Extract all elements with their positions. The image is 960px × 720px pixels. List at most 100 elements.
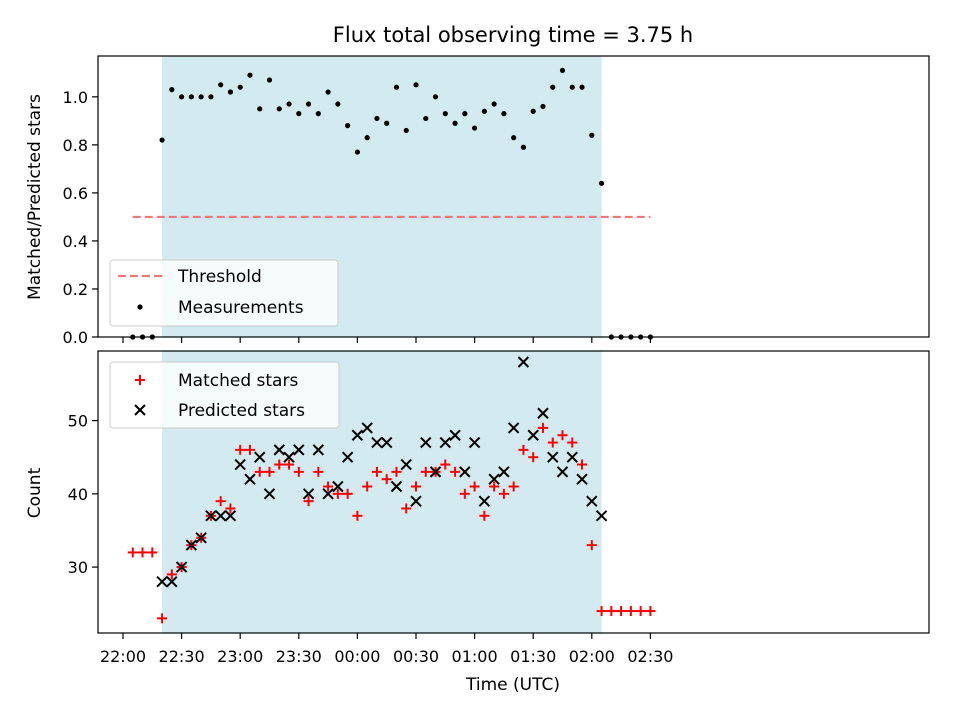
count-matched-stars-point xyxy=(157,613,168,624)
count-matched-stars-point xyxy=(254,466,265,477)
count-predicted-stars-point xyxy=(527,429,539,441)
ratio-measurements-point xyxy=(442,111,448,117)
count-matched-stars-point xyxy=(303,496,314,507)
ratio-measurements-point xyxy=(198,94,204,100)
count-matched-stars-point xyxy=(323,481,334,492)
ratio-ytick-label: 0.0 xyxy=(63,328,88,347)
ratio-measurements-point xyxy=(315,111,321,117)
count-predicted-stars-point xyxy=(390,480,403,493)
ratio-measurements-point xyxy=(364,135,370,141)
count-matched-stars-point xyxy=(625,606,636,617)
count-matched-stars-point xyxy=(577,459,588,470)
count-predicted-stars-point xyxy=(361,422,373,434)
top-legend: Threshold Measurements xyxy=(109,259,339,327)
ratio-ytick-label: 0.8 xyxy=(63,136,88,155)
ratio-ytick-label: 0.6 xyxy=(63,184,88,203)
count-matched-stars-point xyxy=(411,481,421,492)
ratio-measurements-point xyxy=(384,120,390,126)
count-matched-stars-point xyxy=(440,459,451,470)
ratio-measurements-point xyxy=(472,125,478,131)
count-matched-stars-point xyxy=(137,547,148,558)
count-matched-stars-point xyxy=(508,481,519,492)
count-matched-stars-point xyxy=(450,466,461,477)
count-matched-stars-point xyxy=(381,474,392,485)
count-predicted-stars-point xyxy=(439,436,452,449)
count-predicted-stars-point xyxy=(263,488,276,500)
count-predicted-stars-point xyxy=(371,436,383,449)
xtick-label: 01:00 xyxy=(452,647,498,666)
count-matched-stars-point xyxy=(557,430,568,441)
count-matched-stars-point xyxy=(127,547,138,558)
count-matched-stars-point xyxy=(498,488,509,499)
count-predicted-stars-point xyxy=(175,561,188,573)
count-predicted-stars-point xyxy=(420,436,432,449)
count-ytick-label: 30 xyxy=(68,558,88,577)
ratio-measurements-point xyxy=(266,77,273,83)
ratio-measurements-point xyxy=(335,101,341,107)
count-matched-stars-point xyxy=(264,466,275,477)
count-predicted-stars-point xyxy=(517,356,530,368)
count-matched-stars-point xyxy=(567,437,578,448)
count-matched-stars-point xyxy=(459,488,470,499)
count-predicted-stars-point xyxy=(595,510,608,522)
bottom-panel-ylabel: Count xyxy=(25,467,45,518)
count-matched-stars-point xyxy=(332,488,343,499)
legend-measurements-dot xyxy=(137,304,143,310)
count-predicted-stars-point xyxy=(488,473,500,485)
xtick-label: 00:30 xyxy=(393,647,439,666)
count-matched-stars-point xyxy=(547,437,558,448)
ratio-measurements-point xyxy=(589,132,595,138)
ratio-measurements-point xyxy=(276,106,282,112)
count-matched-stars-point xyxy=(518,444,529,455)
ratio-measurements-point xyxy=(393,84,400,90)
count-predicted-stars-point xyxy=(468,436,481,449)
ratio-measurements-point xyxy=(423,115,429,122)
count-matched-stars-point xyxy=(528,452,539,463)
ratio-measurements-point xyxy=(569,84,575,90)
ratio-measurements-point xyxy=(579,84,585,90)
ratio-measurements-point xyxy=(374,115,380,122)
count-predicted-stars-point xyxy=(566,451,578,463)
count-predicted-stars-point xyxy=(332,480,344,493)
count-predicted-stars-point xyxy=(244,473,256,485)
ratio-measurements-point xyxy=(403,127,409,134)
top-legend-box xyxy=(109,259,339,327)
count-predicted-stars-point xyxy=(341,451,354,463)
chart-title: Flux total observing time = 3.75 h xyxy=(333,23,693,47)
count-matched-stars-point xyxy=(479,510,490,521)
xtick-label: 23:00 xyxy=(217,647,263,666)
count-predicted-stars-point xyxy=(195,532,207,544)
ratio-ytick-label: 0.2 xyxy=(63,280,88,299)
legend-matched-label: Matched stars xyxy=(178,371,298,391)
count-predicted-stars-point xyxy=(537,407,549,419)
ratio-measurements-point xyxy=(491,101,497,107)
count-predicted-stars-point xyxy=(283,451,295,463)
xtick-label: 02:00 xyxy=(569,647,615,666)
count-predicted-stars-point xyxy=(205,510,217,522)
ratio-measurements-point xyxy=(559,67,566,74)
count-predicted-stars-point xyxy=(293,444,305,456)
bottom-legend-box xyxy=(109,361,340,429)
count-matched-stars-point xyxy=(313,466,324,477)
count-matched-stars-point xyxy=(342,488,353,499)
count-predicted-stars-point xyxy=(576,473,588,485)
xtick-label: 00:00 xyxy=(334,647,380,666)
ratio-measurements-point xyxy=(540,103,546,110)
ratio-measurements-point xyxy=(550,84,556,90)
ratio-measurements-point xyxy=(325,89,331,95)
count-matched-stars-point xyxy=(401,503,412,514)
ratio-measurements-point xyxy=(257,106,263,112)
count-predicted-stars-point xyxy=(224,510,237,522)
count-predicted-stars-point xyxy=(234,458,246,471)
count-matched-stars-point xyxy=(274,459,285,470)
count-predicted-stars-point xyxy=(586,495,598,507)
xtick-label: 22:30 xyxy=(159,647,205,666)
ratio-measurements-point xyxy=(481,108,487,114)
count-predicted-stars-point xyxy=(166,576,178,588)
ratio-measurements-point xyxy=(452,120,458,126)
count-predicted-stars-point xyxy=(380,436,393,449)
count-matched-stars-point xyxy=(352,510,363,521)
ratio-measurements-point xyxy=(598,180,605,186)
ratio-measurements-point xyxy=(520,144,527,150)
ratio-measurements-point xyxy=(208,94,214,100)
